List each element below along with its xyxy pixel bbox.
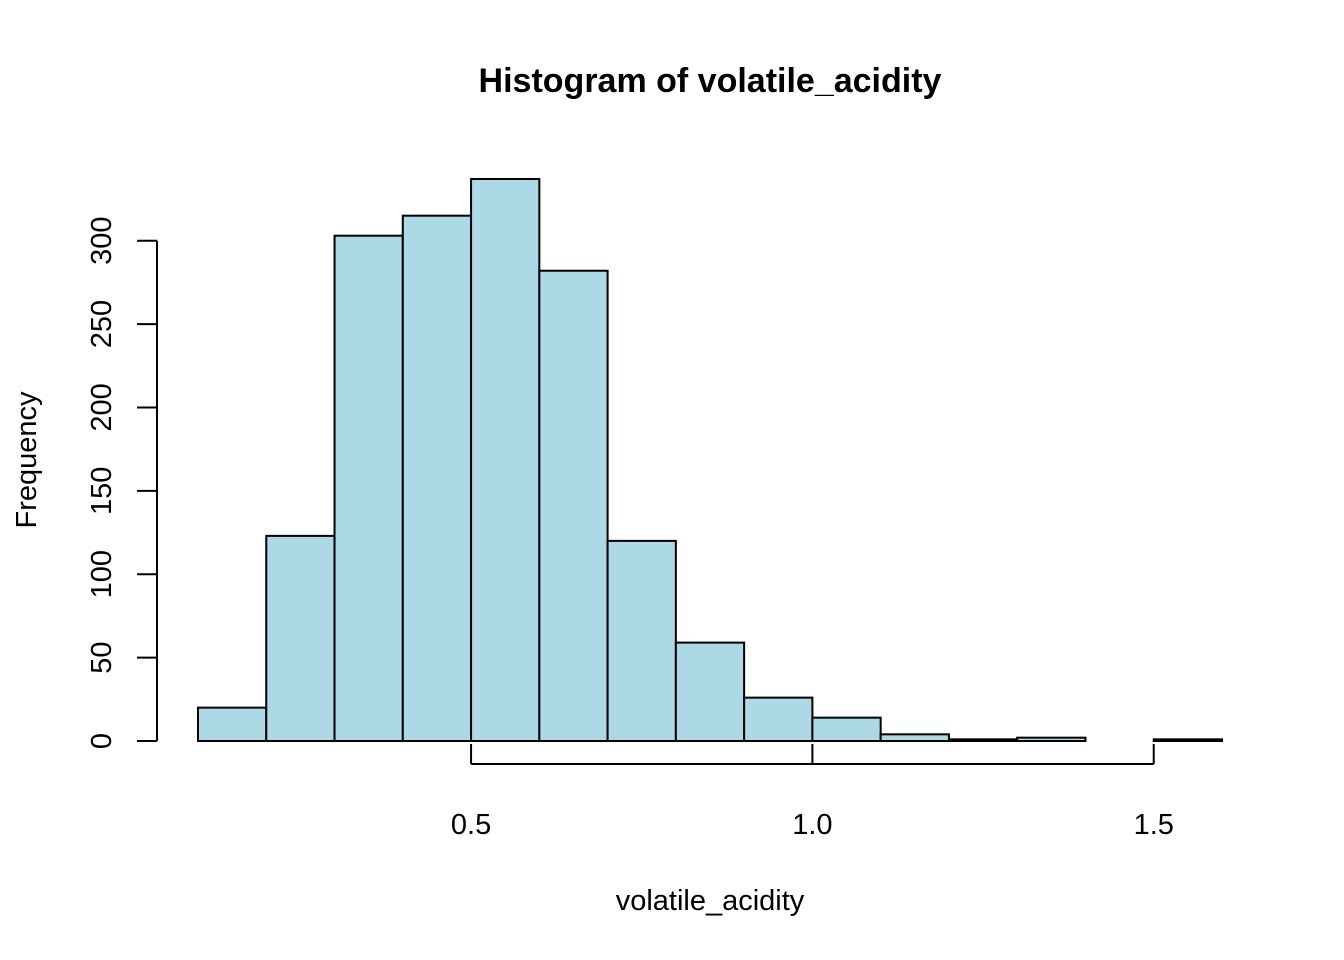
y-tick-label: 0 [86, 733, 118, 749]
y-tick-label: 200 [86, 383, 118, 431]
y-axis: 0 50 100 150 200 250 300 [86, 217, 158, 749]
histogram-bar [265, 534, 336, 743]
x-tick-label: 1.0 [792, 809, 832, 841]
x-axis-label: volatile_acidity [616, 885, 805, 917]
x-tick-label: 0.5 [451, 809, 491, 841]
histogram-bar [1016, 736, 1087, 742]
histogram-bar [197, 706, 268, 743]
histogram-bar [947, 738, 1019, 742]
y-tick-label: 300 [86, 217, 118, 265]
histogram-bar [538, 269, 609, 742]
y-tick-label: 150 [86, 467, 118, 515]
x-tick-label: 1.5 [1134, 809, 1174, 841]
histogram-bar [333, 234, 404, 743]
y-tick-label: 50 [86, 641, 118, 673]
y-tick-label: 250 [86, 300, 118, 348]
histogram-bar [879, 733, 950, 743]
histogram-bar [606, 539, 677, 742]
bars-group [197, 178, 1223, 743]
histogram-bar [811, 716, 882, 743]
y-tick-label: 100 [86, 550, 118, 598]
y-axis-label: Frequency [11, 391, 43, 529]
chart-title: Histogram of volatile_acidity [479, 62, 942, 100]
x-axis: 0.5 1.0 1.5 [451, 744, 1174, 841]
histogram-bar [470, 178, 541, 742]
histogram-bar [1152, 738, 1223, 742]
histogram-bar [743, 696, 814, 742]
histogram-bar [401, 214, 473, 743]
histogram-bar [674, 641, 746, 743]
